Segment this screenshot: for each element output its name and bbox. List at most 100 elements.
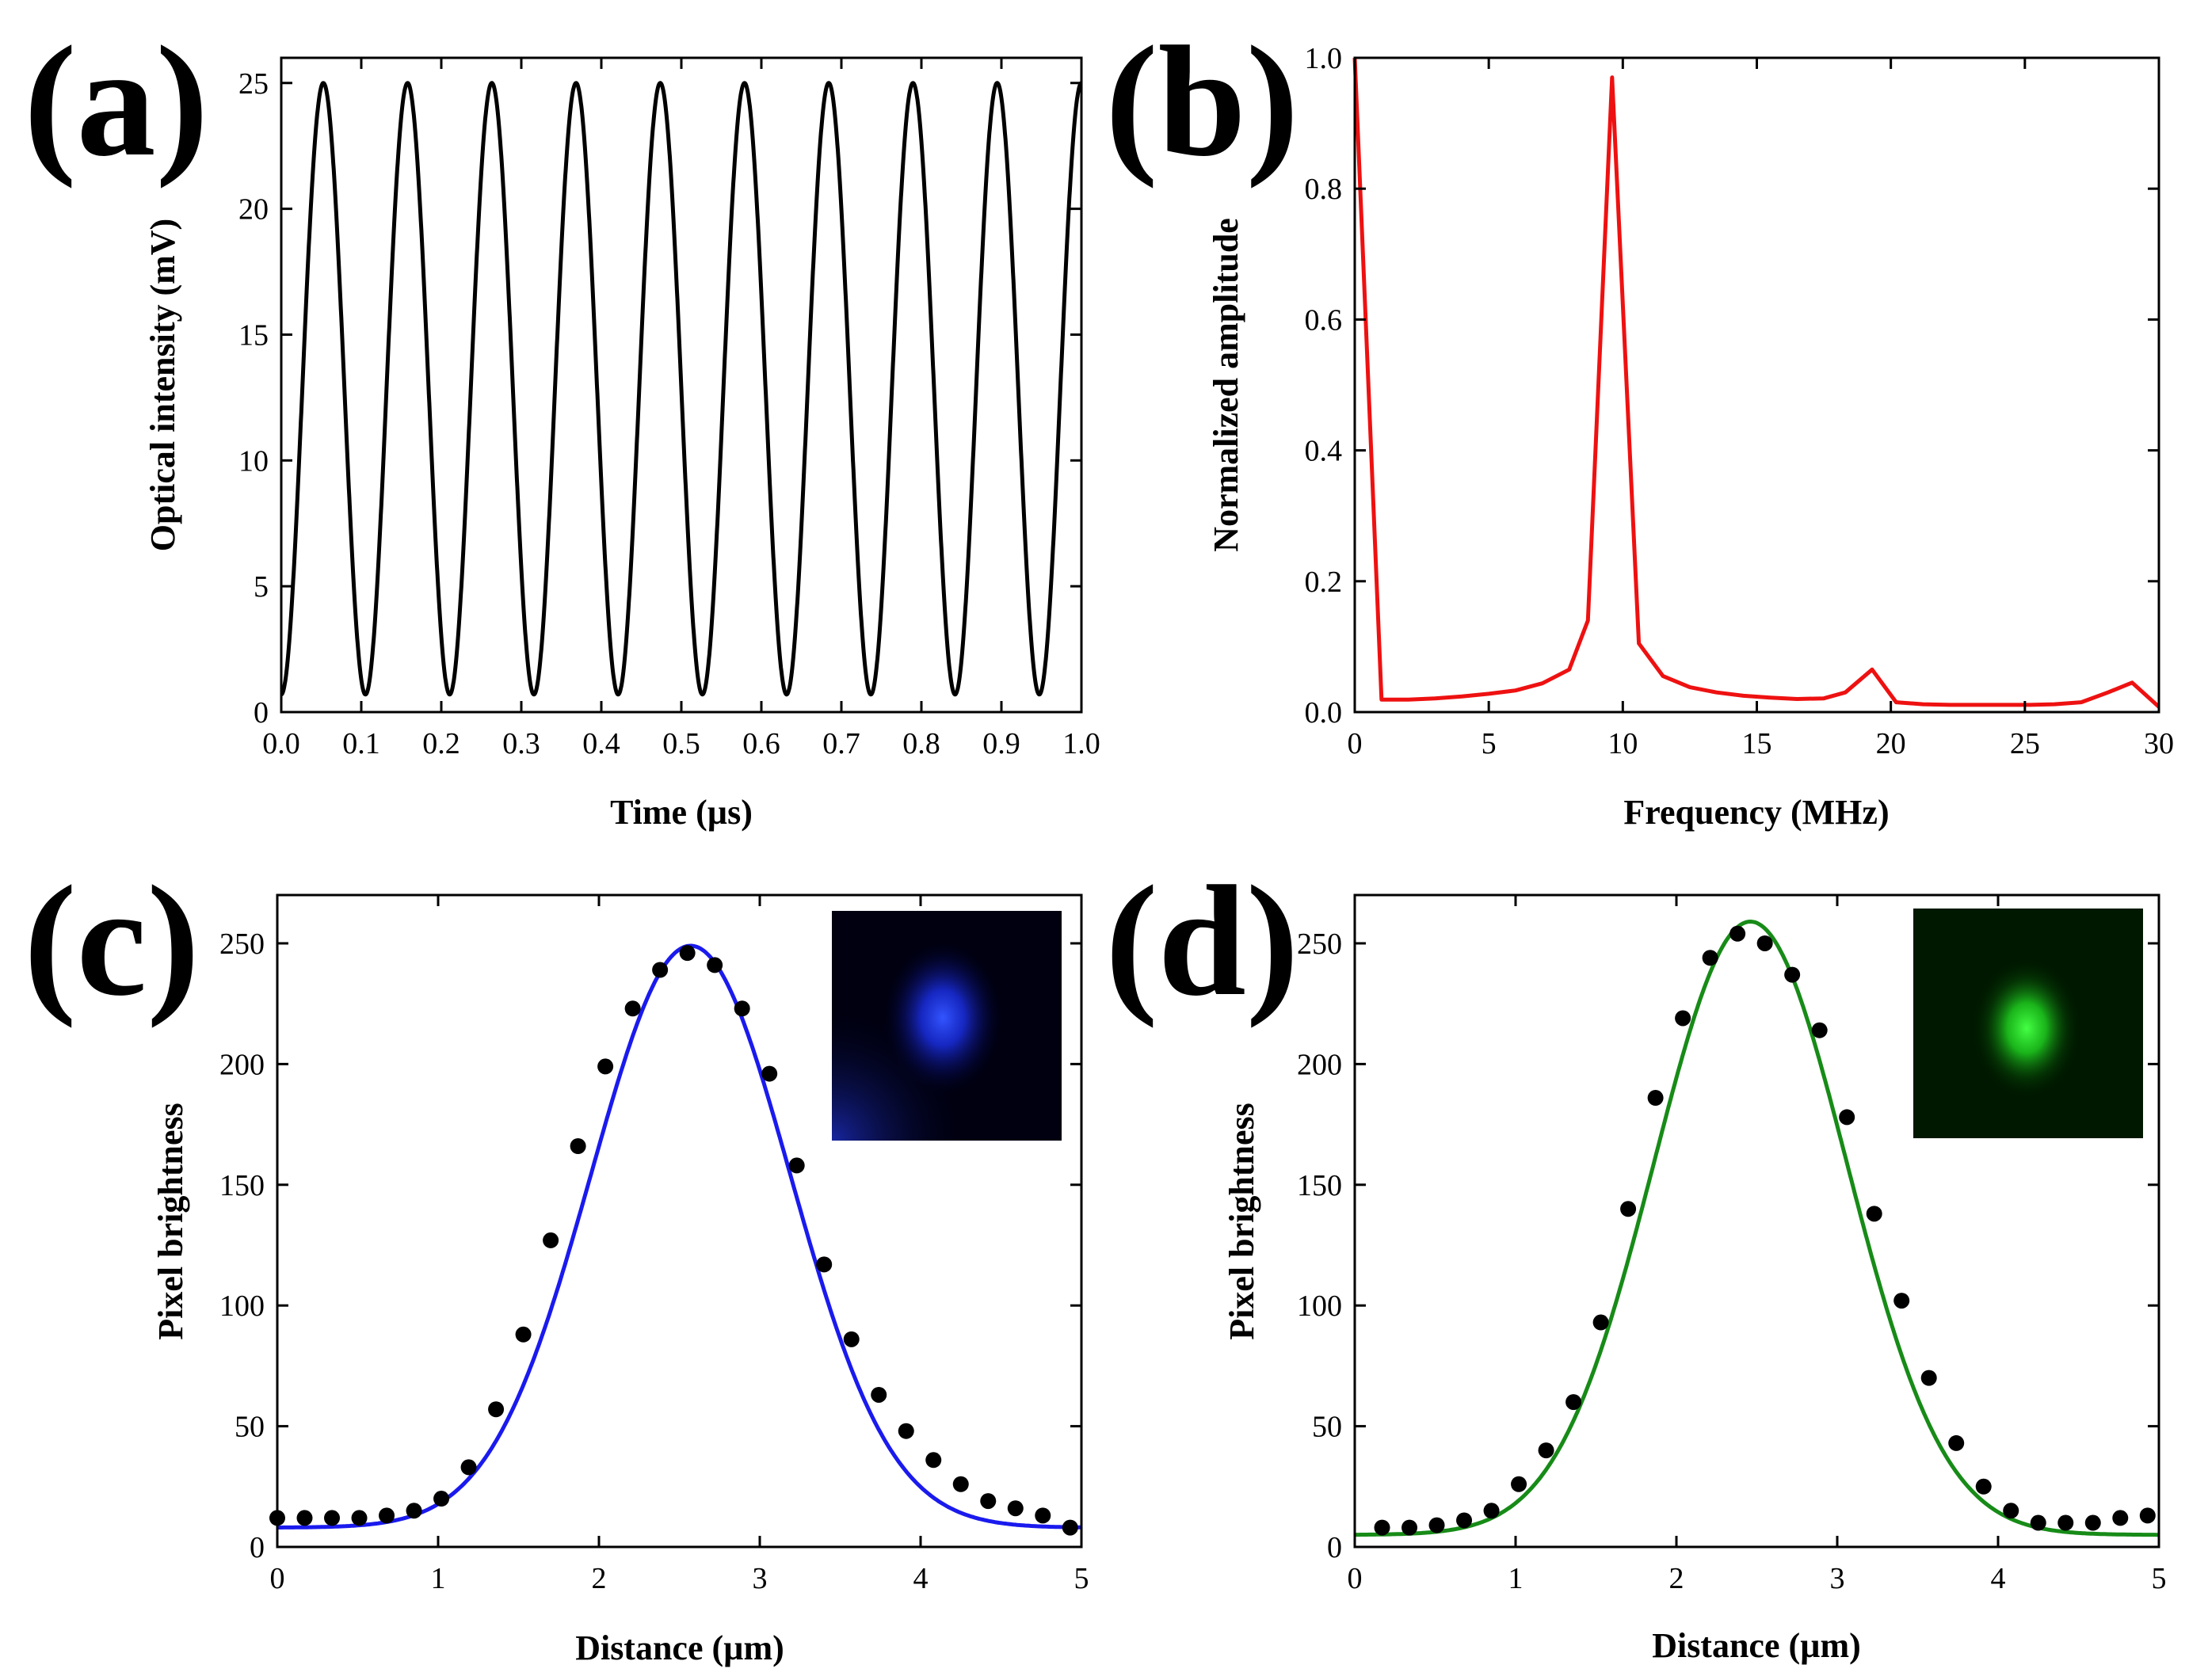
chart-a-xtick-label: 0.4 <box>582 727 620 760</box>
chart-a-xtick-label: 0.8 <box>902 727 940 760</box>
chart-a-ytick-label: 0 <box>254 696 269 730</box>
chart-c-data-point <box>597 1058 614 1075</box>
chart-c-data-point <box>351 1510 368 1526</box>
chart-b-xtick-label: 25 <box>2010 727 2040 760</box>
chart-c-data-point <box>433 1491 450 1507</box>
chart-b-ylabel: Normalized amplitude <box>1207 218 1245 552</box>
chart-c-data-point <box>1062 1519 1078 1536</box>
panel-label-b: (b) <box>1105 14 1299 189</box>
chart-c-ytick-label: 250 <box>219 928 265 961</box>
chart-c-data-point <box>761 1065 778 1082</box>
chart-a-xtick-label: 0.1 <box>342 727 380 760</box>
chart-b-xtick-label: 30 <box>2144 727 2174 760</box>
chart-c-ytick-label: 100 <box>219 1290 265 1323</box>
chart-c-data-point <box>652 962 669 978</box>
chart-d-data-point <box>1702 950 1718 966</box>
chart-c-xlabel: Distance (µm) <box>575 1629 784 1667</box>
chart-b-ytick-label: 1.0 <box>1305 42 1343 75</box>
chart-c-ylabel: Pixel brightness <box>151 1103 190 1339</box>
chart-c-xtick-label: 4 <box>913 1562 929 1595</box>
chart-a-xtick-label: 0.3 <box>502 727 540 760</box>
chart-d-inset-spot <box>1971 957 2082 1099</box>
chart-c-data-point <box>488 1401 505 1418</box>
chart-d-data-point <box>1483 1503 1500 1519</box>
chart-d-data-point <box>2003 1503 2019 1519</box>
chart-d-data-point <box>1456 1512 1473 1529</box>
chart-d-data-point <box>2030 1514 2046 1531</box>
chart-c-data-point <box>898 1423 914 1439</box>
chart-d-ytick-label: 100 <box>1297 1290 1342 1323</box>
chart-d-data-point <box>1620 1201 1637 1217</box>
chart-a-marks <box>280 81 1083 697</box>
chart-d-data-point <box>1948 1434 1965 1451</box>
chart-c-data-point <box>624 1000 641 1017</box>
chart-d-ytick-label: 50 <box>1312 1411 1342 1444</box>
chart-a-xtick-label: 0.9 <box>982 727 1020 760</box>
chart-a-ticks: 0.0 0.1 0.2 0.3 0.4 0.5 0.6 0.7 0.8 0.9 1.0 0 5 10 15 2… <box>238 58 1100 760</box>
chart-a-xtick-label: 0.0 <box>262 727 300 760</box>
panel-label-a: (a) <box>24 14 208 189</box>
chart-b-xtick-label: 0 <box>1348 727 1363 760</box>
panel-label-d: (d) <box>1105 854 1299 1029</box>
chart-a-ytick-label: 15 <box>238 318 269 352</box>
chart-a-xtick-label: 0.7 <box>822 727 860 760</box>
chart-a-xtick-label: 0.6 <box>742 727 780 760</box>
chart-d-data-point <box>1784 966 1801 983</box>
chart-c-data-point <box>843 1331 860 1347</box>
chart-a-ytick-label: 5 <box>254 570 269 604</box>
chart-d-data-point <box>2057 1514 2074 1531</box>
chart-c-data-point <box>980 1493 997 1510</box>
chart-c-data-point <box>570 1138 586 1155</box>
chart-b-ytick-label: 0.6 <box>1305 303 1343 337</box>
chart-c-data-point <box>324 1510 341 1526</box>
chart-a-ytick-label: 25 <box>238 67 269 101</box>
chart-d-ytick-label: 150 <box>1297 1169 1342 1202</box>
chart-c-data-point <box>379 1507 395 1524</box>
chart-c-xtick-label: 1 <box>431 1562 446 1595</box>
chart-a-ytick-label: 10 <box>238 444 269 478</box>
chart-c-xtick-label: 5 <box>1074 1562 1089 1595</box>
chart-d-data-point <box>1401 1519 1418 1536</box>
chart-c-data-point <box>543 1232 559 1248</box>
chart-d-data-point <box>1647 1090 1664 1107</box>
chart-d-data-point <box>1729 925 1746 942</box>
chart-c-inset <box>832 911 1062 1141</box>
chart-c-ytick-label: 200 <box>219 1048 265 1081</box>
chart-c-data-point <box>1007 1500 1024 1517</box>
chart-d-fit-line <box>1355 919 2159 1537</box>
chart-d-ytick-label: 200 <box>1297 1048 1342 1081</box>
chart-c-frame <box>276 893 1083 1549</box>
chart-b-ytick-label: 0.4 <box>1305 435 1343 468</box>
chart-a-ylabel: Optical intensity (mV) <box>143 219 182 551</box>
chart-b-ticks: 0 5 10 15 20 25 30 0.0 0.2 0.4 0.6 0.8 1.0 <box>1305 42 2175 760</box>
chart-d-marks <box>1355 919 2159 1537</box>
chart-c-marks <box>269 943 1082 1536</box>
chart-d-xtick-label: 5 <box>2152 1562 2167 1595</box>
chart-b-frame <box>1353 56 2160 714</box>
chart-c-xtick-label: 0 <box>270 1562 285 1595</box>
chart-d-data-point <box>1565 1394 1582 1411</box>
chart-d-data-point <box>2139 1507 2156 1524</box>
chart-b-ytick-label: 0.8 <box>1305 173 1343 206</box>
chart-d-xtick-label: 0 <box>1348 1562 1363 1595</box>
chart-d-data-point <box>1975 1478 1992 1495</box>
chart-d-ytick-label: 0 <box>1327 1531 1342 1564</box>
chart-c-data-point <box>406 1503 422 1519</box>
chart-a-series-signal <box>280 81 1083 697</box>
chart-a: 0.0 0.1 0.2 0.3 0.4 0.5 0.6 0.7 0.8 0.9 1.0 0 5 10 15 2… <box>143 56 1100 832</box>
chart-d-xtick-label: 3 <box>1830 1562 1845 1595</box>
chart-c-ytick-label: 50 <box>235 1411 265 1444</box>
chart-d-xlabel: Distance (µm) <box>1652 1626 1861 1665</box>
chart-b-ytick-label: 0.0 <box>1305 696 1343 730</box>
chart-d-xtick-label: 1 <box>1508 1562 1524 1595</box>
chart-c-data-point <box>296 1510 313 1526</box>
chart-c-data-point <box>952 1476 969 1492</box>
chart-b-xtick-label: 20 <box>1876 727 1906 760</box>
chart-c-data-point <box>515 1326 532 1343</box>
chart-b-ytick-label: 0.2 <box>1305 566 1343 599</box>
chart-a-xtick-label: 1.0 <box>1062 727 1100 760</box>
chart-c-data-point <box>734 1000 750 1017</box>
